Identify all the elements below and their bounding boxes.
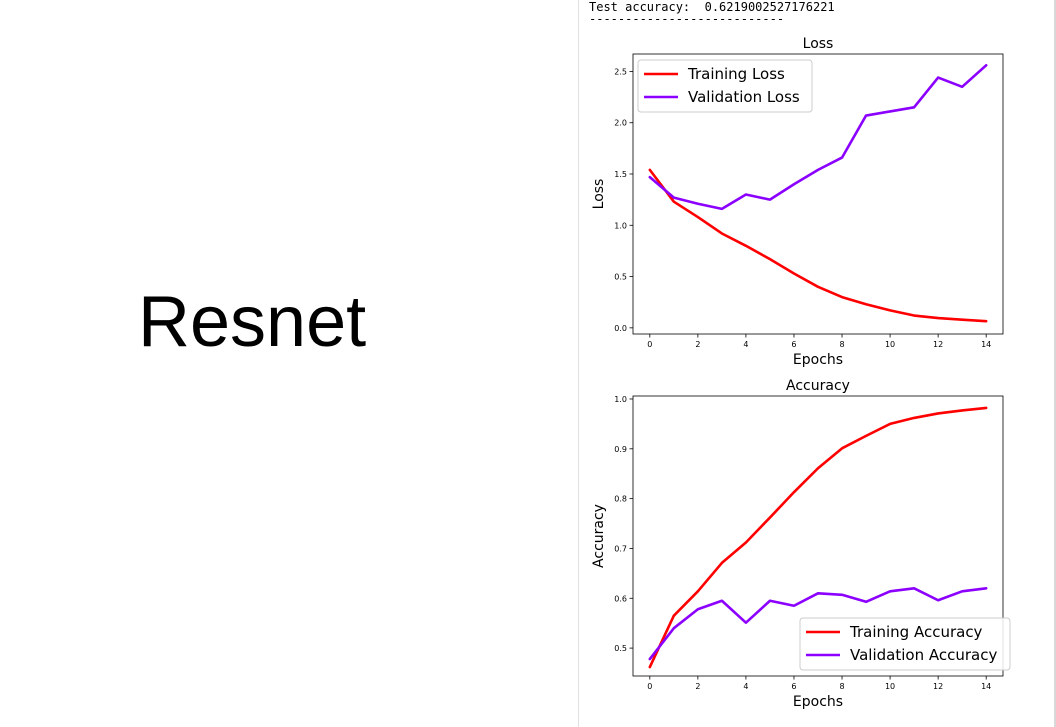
separator-line: --------------------------- xyxy=(589,12,785,26)
validation-series-line xyxy=(648,63,988,211)
y-tick-label: 0.7 xyxy=(614,544,627,553)
x-tick-label: 4 xyxy=(743,682,748,691)
x-tick-label: 0 xyxy=(647,682,652,691)
y-tick-label: 1.0 xyxy=(614,221,627,230)
x-axis-label: Epochs xyxy=(793,694,843,710)
y-tick-label: 0.9 xyxy=(614,445,627,454)
x-tick-label: 2 xyxy=(695,682,700,691)
x-tick-label: 2 xyxy=(695,340,700,349)
legend-label: Validation Accuracy xyxy=(850,646,997,664)
training-series-line xyxy=(648,406,988,669)
training-series-line xyxy=(648,168,988,323)
x-tick-label: 14 xyxy=(981,340,991,349)
x-tick-label: 12 xyxy=(933,682,943,691)
legend-label: Validation Loss xyxy=(688,88,800,106)
y-tick-label: 0.5 xyxy=(614,273,627,282)
x-tick-label: 0 xyxy=(647,340,652,349)
chart-title: Loss xyxy=(803,36,834,52)
x-tick-label: 10 xyxy=(885,682,895,691)
accuracy-chart: Accuracy 0 2 4 6 8 10 12 14 0.5 0.6 0.7 0.8 0.9 1.0 Epo… xyxy=(591,378,1011,710)
plot-frame xyxy=(632,53,1004,335)
x-tick-label: 8 xyxy=(839,340,844,349)
x-tick-label: 12 xyxy=(933,340,943,349)
x-axis-label: Epochs xyxy=(793,352,843,368)
y-axis-label: Accuracy xyxy=(591,504,607,568)
y-tick-label: 0.5 xyxy=(614,644,627,653)
notebook-output-panel: Test accuracy: 0.6219002527176221 ------… xyxy=(578,0,1056,727)
legend-box xyxy=(637,59,813,113)
x-tick-label: 6 xyxy=(791,340,796,349)
y-tick-label: 2.0 xyxy=(614,119,627,128)
chart-title: Accuracy xyxy=(786,378,850,394)
x-tick-label: 10 xyxy=(885,340,895,349)
loss-chart: Loss 0 2 4 6 8 10 12 14 0.0 0.5 1.0 1.5 2.0 2.5 Epochs L… xyxy=(591,36,1004,368)
y-tick-label: 0.6 xyxy=(614,594,627,603)
y-tick-label: 0.8 xyxy=(614,495,627,504)
legend-label: Training Accuracy xyxy=(849,623,983,641)
x-tick-label: 6 xyxy=(791,682,796,691)
y-tick-label: 2.5 xyxy=(614,67,627,76)
y-tick-label: 1.5 xyxy=(614,170,627,179)
legend-box xyxy=(799,617,1011,671)
test-accuracy-line: Test accuracy: 0.6219002527176221 xyxy=(589,0,835,14)
y-tick-label: 0.0 xyxy=(614,324,627,333)
slide-title: Resnet xyxy=(138,282,367,362)
x-tick-label: 14 xyxy=(981,682,991,691)
validation-series-line xyxy=(648,587,988,661)
legend-label: Training Loss xyxy=(687,65,785,83)
x-tick-label: 8 xyxy=(839,682,844,691)
x-tick-label: 4 xyxy=(743,340,748,349)
plot-frame xyxy=(632,395,1004,677)
y-tick-label: 1.0 xyxy=(614,395,627,404)
y-axis-label: Loss xyxy=(591,179,607,210)
panel-scrollbar-edge xyxy=(1054,0,1056,727)
